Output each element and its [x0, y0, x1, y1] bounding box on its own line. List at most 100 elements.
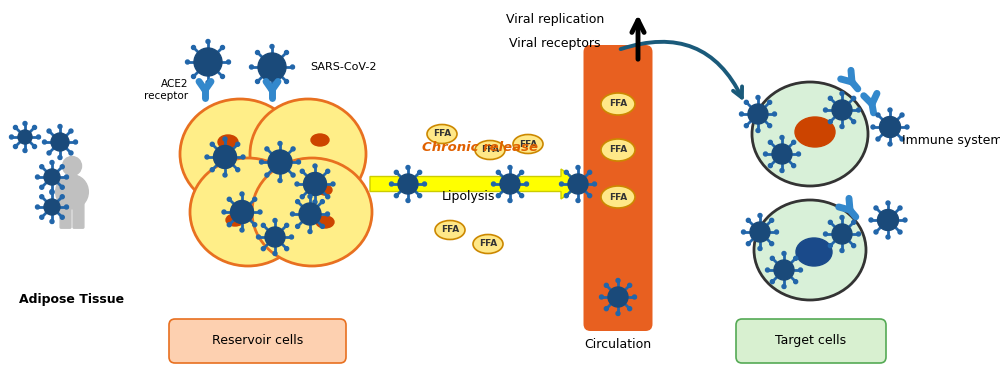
- Circle shape: [588, 194, 592, 198]
- Circle shape: [40, 185, 44, 189]
- Ellipse shape: [795, 117, 835, 147]
- Ellipse shape: [513, 135, 543, 154]
- Text: FFA: FFA: [519, 140, 537, 148]
- Circle shape: [50, 160, 54, 164]
- Circle shape: [524, 182, 528, 186]
- Circle shape: [792, 140, 796, 144]
- Circle shape: [253, 197, 257, 201]
- Circle shape: [871, 125, 875, 129]
- Circle shape: [756, 96, 760, 99]
- Circle shape: [50, 219, 54, 224]
- Circle shape: [798, 268, 802, 272]
- Circle shape: [768, 164, 772, 168]
- Circle shape: [604, 283, 608, 287]
- Circle shape: [291, 173, 295, 177]
- Circle shape: [10, 135, 14, 139]
- FancyBboxPatch shape: [736, 319, 886, 363]
- Circle shape: [40, 215, 44, 219]
- Circle shape: [768, 124, 772, 128]
- Circle shape: [265, 227, 285, 247]
- Circle shape: [205, 155, 209, 159]
- Circle shape: [748, 104, 768, 124]
- Ellipse shape: [601, 139, 635, 161]
- Circle shape: [270, 86, 274, 90]
- Circle shape: [592, 182, 596, 186]
- Circle shape: [840, 215, 844, 219]
- Circle shape: [756, 128, 760, 132]
- Ellipse shape: [601, 186, 635, 208]
- Circle shape: [40, 165, 44, 169]
- Circle shape: [398, 174, 418, 194]
- Circle shape: [304, 173, 326, 196]
- Circle shape: [774, 260, 794, 280]
- Circle shape: [223, 173, 227, 177]
- Circle shape: [772, 112, 776, 116]
- Circle shape: [230, 201, 254, 224]
- Text: FFA: FFA: [433, 129, 451, 138]
- Circle shape: [250, 65, 254, 69]
- Circle shape: [878, 209, 899, 231]
- Circle shape: [496, 194, 500, 198]
- Circle shape: [758, 247, 762, 250]
- Circle shape: [44, 169, 60, 185]
- Circle shape: [210, 142, 214, 146]
- Circle shape: [422, 182, 426, 186]
- Circle shape: [62, 157, 82, 176]
- Circle shape: [268, 150, 292, 174]
- Circle shape: [284, 80, 288, 83]
- Circle shape: [418, 170, 422, 174]
- Circle shape: [770, 280, 774, 284]
- Ellipse shape: [473, 234, 503, 253]
- Circle shape: [320, 200, 324, 203]
- Circle shape: [33, 125, 37, 129]
- Text: Chronic release: Chronic release: [422, 141, 538, 154]
- Circle shape: [869, 218, 873, 222]
- Text: FFA: FFA: [609, 192, 627, 202]
- Circle shape: [770, 256, 774, 260]
- Ellipse shape: [316, 216, 334, 228]
- FancyBboxPatch shape: [60, 203, 71, 228]
- Circle shape: [300, 195, 304, 199]
- Circle shape: [13, 145, 17, 148]
- FancyBboxPatch shape: [583, 45, 652, 331]
- Circle shape: [226, 60, 230, 64]
- Circle shape: [852, 220, 856, 224]
- Circle shape: [824, 108, 828, 112]
- Circle shape: [64, 175, 68, 179]
- Ellipse shape: [180, 99, 300, 209]
- Circle shape: [856, 232, 860, 236]
- Circle shape: [740, 112, 744, 116]
- FancyBboxPatch shape: [73, 203, 84, 228]
- Circle shape: [256, 80, 260, 83]
- Circle shape: [50, 189, 54, 193]
- Circle shape: [58, 155, 62, 160]
- Circle shape: [746, 218, 750, 222]
- Text: Reservoir cells: Reservoir cells: [212, 334, 303, 347]
- Circle shape: [898, 206, 902, 210]
- Circle shape: [300, 169, 304, 173]
- Circle shape: [313, 164, 317, 168]
- Circle shape: [840, 92, 844, 96]
- Text: Lipolysis: Lipolysis: [441, 190, 495, 203]
- Circle shape: [828, 244, 832, 248]
- Circle shape: [220, 45, 224, 49]
- Circle shape: [278, 179, 282, 183]
- Text: FFA: FFA: [481, 145, 499, 154]
- Circle shape: [832, 100, 852, 120]
- Circle shape: [23, 122, 27, 125]
- Circle shape: [888, 142, 892, 146]
- Circle shape: [394, 194, 398, 198]
- Circle shape: [903, 218, 907, 222]
- Circle shape: [394, 170, 398, 174]
- Circle shape: [794, 280, 798, 284]
- Circle shape: [406, 199, 410, 202]
- Circle shape: [744, 124, 748, 128]
- Circle shape: [36, 205, 40, 209]
- Circle shape: [900, 113, 904, 117]
- Circle shape: [265, 173, 269, 177]
- Circle shape: [36, 175, 40, 179]
- Circle shape: [69, 129, 73, 133]
- Circle shape: [496, 170, 500, 174]
- Circle shape: [23, 148, 27, 153]
- Circle shape: [900, 137, 904, 141]
